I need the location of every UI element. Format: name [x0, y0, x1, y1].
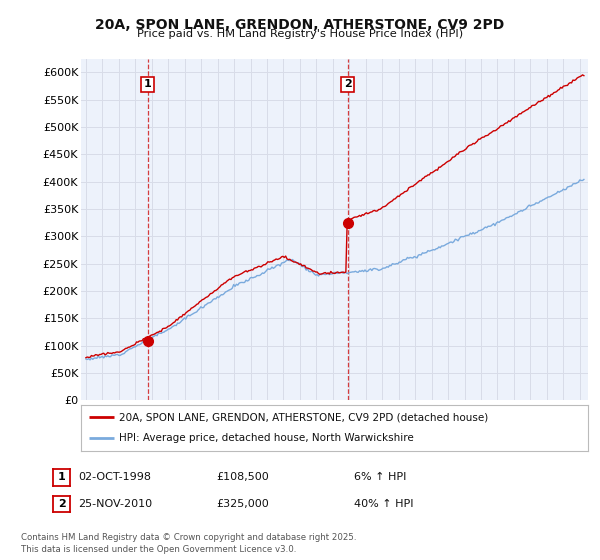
Text: 20A, SPON LANE, GRENDON, ATHERSTONE, CV9 2PD (detached house): 20A, SPON LANE, GRENDON, ATHERSTONE, CV9…	[119, 412, 488, 422]
Text: 1: 1	[144, 80, 152, 90]
Text: Contains HM Land Registry data © Crown copyright and database right 2025.
This d: Contains HM Land Registry data © Crown c…	[21, 533, 356, 554]
Text: 40% ↑ HPI: 40% ↑ HPI	[354, 499, 413, 509]
Text: 1: 1	[58, 472, 65, 482]
Text: 25-NOV-2010: 25-NOV-2010	[78, 499, 152, 509]
Text: £325,000: £325,000	[216, 499, 269, 509]
Text: 6% ↑ HPI: 6% ↑ HPI	[354, 472, 406, 482]
Text: 2: 2	[344, 80, 352, 90]
Text: 2: 2	[58, 499, 65, 509]
Text: £108,500: £108,500	[216, 472, 269, 482]
Text: 20A, SPON LANE, GRENDON, ATHERSTONE, CV9 2PD: 20A, SPON LANE, GRENDON, ATHERSTONE, CV9…	[95, 18, 505, 32]
Text: 02-OCT-1998: 02-OCT-1998	[78, 472, 151, 482]
Text: HPI: Average price, detached house, North Warwickshire: HPI: Average price, detached house, Nort…	[119, 433, 414, 444]
Text: Price paid vs. HM Land Registry's House Price Index (HPI): Price paid vs. HM Land Registry's House …	[137, 29, 463, 39]
